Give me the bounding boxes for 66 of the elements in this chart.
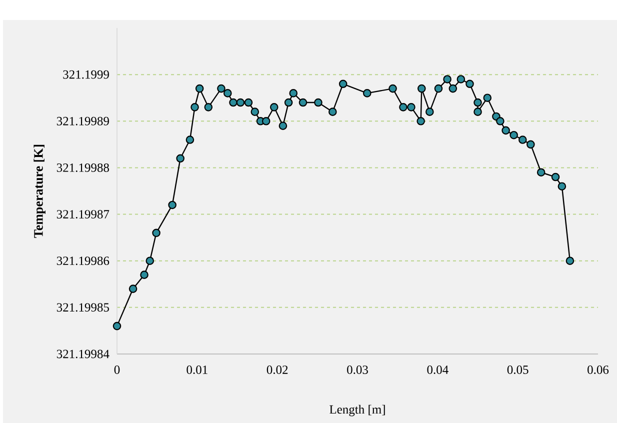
point [536, 168, 546, 177]
point [328, 108, 337, 116]
point [417, 84, 426, 93]
x-axis-title: Length [m] [330, 404, 385, 416]
x-tick-label: 0.03 [347, 366, 368, 374]
point [566, 256, 574, 266]
point [551, 172, 560, 182]
x-tick-label: 0.04 [427, 366, 448, 374]
point [217, 84, 226, 93]
point [558, 182, 566, 190]
point [388, 84, 397, 93]
point [186, 136, 194, 144]
point [284, 98, 293, 107]
y-tick-label: 321.19988 [56, 163, 109, 172]
point [128, 284, 138, 293]
point [448, 84, 458, 93]
x-tick-label: 0.06 [588, 366, 609, 374]
x-tick-label: 0 [114, 366, 120, 374]
point [146, 256, 154, 266]
point [407, 103, 416, 112]
point [314, 98, 322, 107]
point [112, 322, 122, 330]
point [270, 103, 278, 112]
y-axis-title: Temperature [K] [34, 144, 46, 238]
point [229, 98, 238, 107]
point [236, 98, 245, 107]
point [262, 116, 270, 126]
point [426, 108, 434, 116]
point [526, 140, 535, 149]
point [244, 98, 253, 107]
point [362, 89, 372, 98]
y-tick-label: 321.1999 [63, 70, 109, 79]
x-tick-label: 0.01 [186, 366, 208, 374]
point [416, 116, 425, 126]
point [443, 75, 452, 84]
point [278, 122, 288, 130]
point [223, 89, 232, 98]
point [195, 84, 204, 93]
point [250, 108, 260, 116]
point [474, 98, 482, 107]
point [502, 126, 510, 135]
y-tick-label: 321.19985 [56, 303, 109, 312]
point [434, 84, 443, 93]
point [152, 228, 160, 238]
point [518, 136, 527, 144]
point [496, 116, 504, 126]
point [176, 154, 184, 163]
point [190, 103, 199, 112]
y-tick-label: 321.19989 [56, 116, 109, 126]
point [289, 89, 298, 98]
point [140, 270, 148, 279]
point [483, 94, 492, 102]
x-tick-label: 0.05 [507, 366, 528, 374]
y-tick-label: 321.19987 [56, 210, 110, 219]
point [474, 108, 482, 116]
y-tick-label: 321.19984 [56, 350, 110, 358]
point [298, 98, 308, 107]
x-tick-label: 0.02 [266, 366, 288, 374]
point [399, 103, 408, 112]
point [510, 130, 518, 140]
y-tick-label: 321.19986 [56, 256, 110, 266]
point [168, 200, 176, 210]
point [204, 103, 213, 112]
point [456, 75, 466, 84]
point [338, 80, 348, 88]
point [466, 80, 474, 88]
